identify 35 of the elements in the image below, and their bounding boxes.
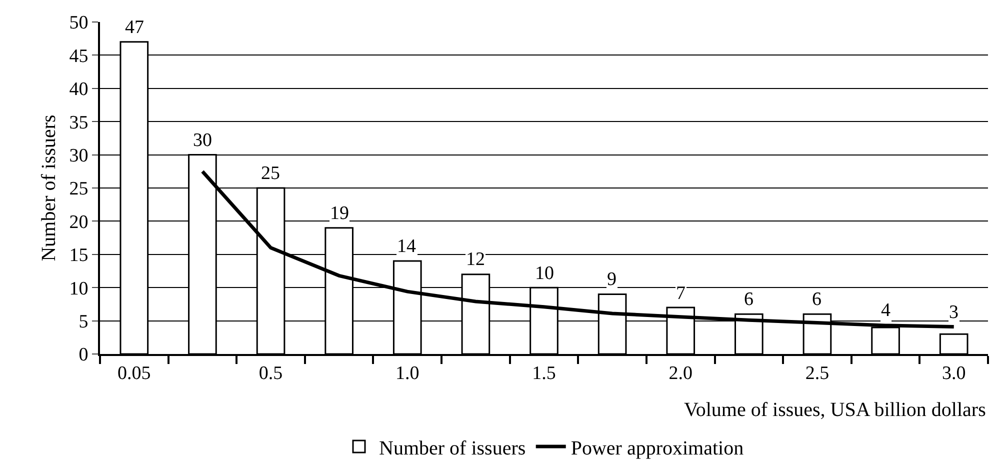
data-label: 6	[744, 289, 754, 310]
y-tick-label: 5	[78, 311, 88, 332]
data-label: 14	[397, 236, 416, 257]
y-tick-label: 45	[69, 46, 88, 67]
y-axis-title: Number of issuers	[38, 114, 60, 262]
data-label: 3	[949, 302, 958, 323]
x-tick-label: 1.0	[396, 362, 420, 384]
data-label: 6	[812, 289, 822, 310]
data-label: 9	[607, 269, 616, 290]
x-tick-label: 3.0	[942, 362, 966, 384]
data-label: 30	[193, 130, 212, 151]
legend-label: Power approximation	[570, 437, 744, 460]
data-label: 7	[676, 283, 686, 304]
x-tick-label: 2.5	[805, 362, 830, 384]
data-label: 12	[466, 249, 485, 270]
x-tick-label: 1.5	[532, 362, 556, 384]
y-tick-label: 35	[69, 112, 88, 134]
data-label: 25	[261, 163, 280, 184]
y-tick-label: 10	[69, 278, 88, 300]
x-tick-label: 0.5	[258, 362, 283, 384]
legend-label: Number of issuers	[379, 437, 526, 460]
y-tick-label: 40	[69, 79, 88, 100]
data-label: 10	[535, 263, 554, 284]
data-label: 19	[330, 203, 349, 224]
data-label: 4	[881, 300, 891, 321]
y-tick-label: 50	[69, 12, 88, 34]
y-tick-label: 25	[69, 178, 88, 200]
y-tick-label: 30	[69, 145, 88, 166]
data-label: 47	[125, 17, 144, 38]
x-tick-label: 2.0	[668, 362, 692, 384]
x-tick-label: 0.05	[118, 362, 151, 384]
x-axis-title: Volume of issues, USA billion dollars	[684, 399, 986, 421]
y-tick-label: 15	[69, 245, 88, 266]
y-tick-label: 0	[78, 344, 88, 366]
y-tick-label: 20	[69, 212, 88, 233]
